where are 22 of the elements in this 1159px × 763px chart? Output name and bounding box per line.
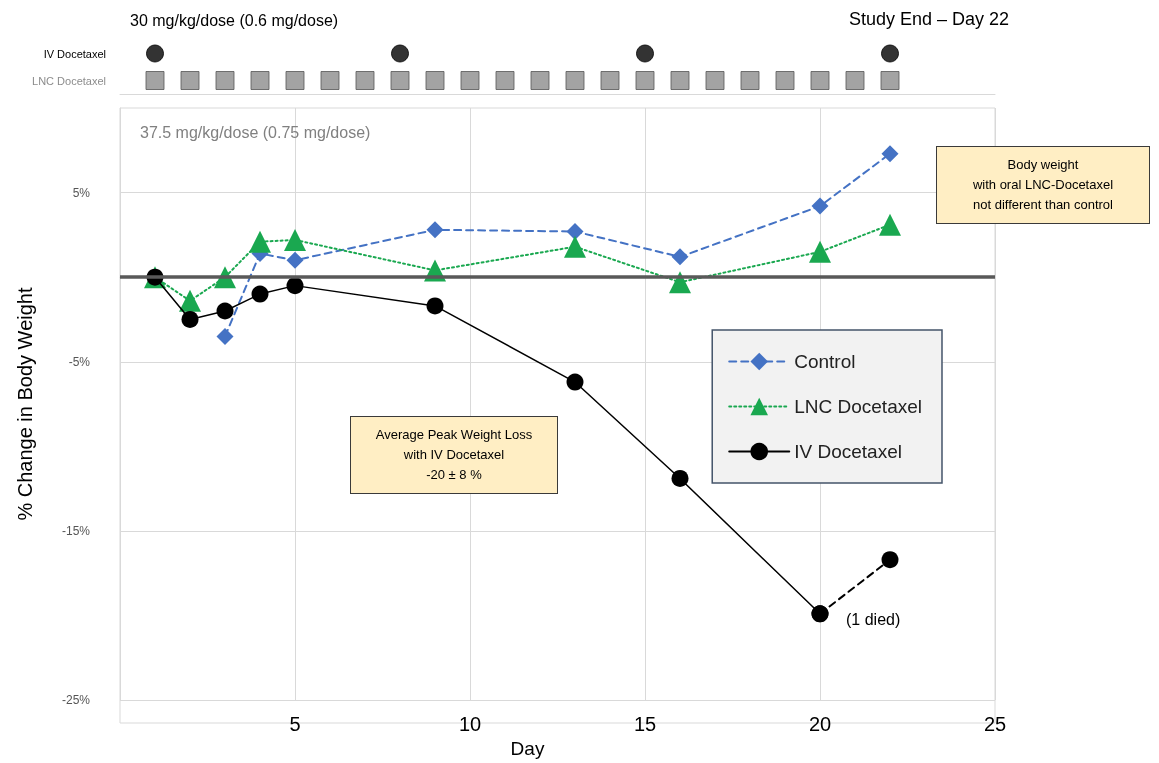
x-tick-label: 15 [633, 713, 657, 736]
y-tick-label: -15% [61, 523, 91, 538]
legend-label: IV Docetaxel [794, 441, 902, 462]
x-tick-label: 25 [983, 713, 1007, 736]
text: 30 mg/kg/dose (0.6 mg/dose) [130, 11, 339, 29]
annotation: 37.5 mg/kg/dose (0.75 mg/dose) [140, 123, 371, 141]
text: Study End – Day 22 [848, 9, 1010, 29]
y-tick-label: IV Docetaxel [43, 47, 106, 60]
y-tick-label: -5% [68, 354, 91, 369]
y-tick-label: -25% [61, 693, 91, 708]
x-tick-label: 20 [808, 713, 832, 736]
y-tick-label: LNC Docetaxel [32, 74, 106, 87]
legend-label: Control [794, 351, 856, 372]
annotation: (1 died) [846, 611, 901, 629]
y-tick-label: 5% [72, 185, 91, 200]
note-box: Body weight with oral LNC-Docetaxel not different than control [936, 146, 1150, 225]
x-tick-label: 10 [458, 713, 482, 736]
note-box: Average Peak Weight Loss with IV Docetaxel -20 ± 8 % [350, 416, 558, 495]
x-tick-label: 5 [289, 713, 301, 736]
legend-label: LNC Docetaxel [794, 396, 922, 417]
y-axis-title: % Change in Body Weight [14, 287, 36, 521]
x-axis-title: Day [510, 738, 545, 759]
